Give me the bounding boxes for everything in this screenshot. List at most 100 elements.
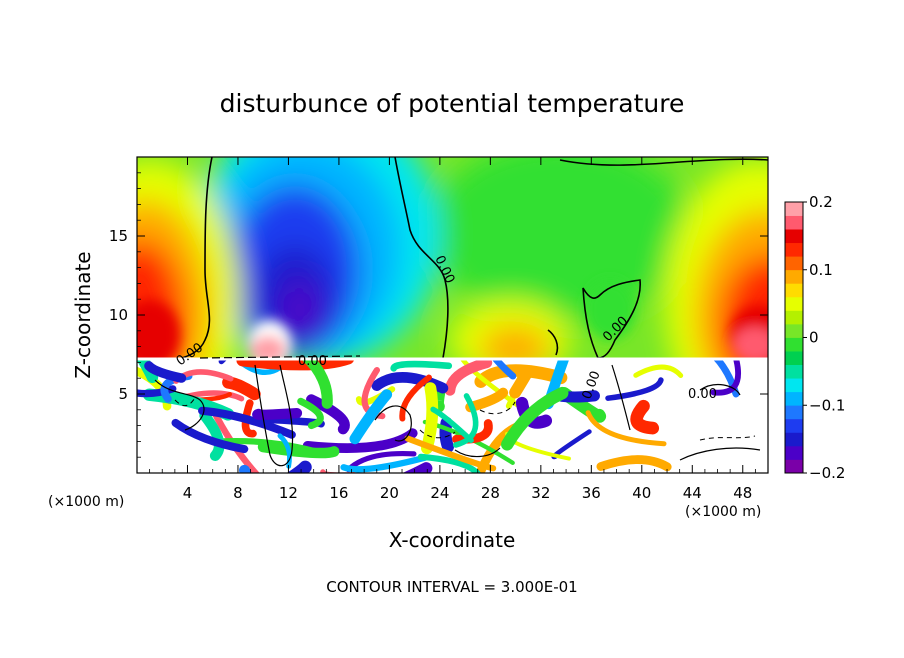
contour-interval-footer: CONTOUR INTERVAL = 3.000E-01 <box>326 578 577 596</box>
y-axis-label: Z-coordinate <box>71 251 95 378</box>
turbulence-band <box>444 359 493 396</box>
lower-contour-3 <box>374 405 412 442</box>
x-tick-label-0: 4 <box>183 484 193 502</box>
x-tick-label-4: 20 <box>380 484 399 502</box>
contour-label-3: 0.00 <box>298 354 327 369</box>
zero-contour-pocket <box>582 279 641 359</box>
colorbar-label-1: 0.1 <box>809 261 833 279</box>
upper-contours <box>181 157 768 359</box>
colorbar-segment-0 <box>785 459 803 474</box>
cold-bottom-pink <box>250 336 286 359</box>
lower-field <box>137 359 768 473</box>
turbulence-band <box>430 406 474 444</box>
colorbar-segment-8 <box>785 351 803 365</box>
turbulence-band <box>399 374 432 422</box>
turbulence-band <box>222 376 261 401</box>
x-tick-label-6: 28 <box>481 484 500 502</box>
boundary-dashed-contour <box>199 355 361 359</box>
turbulence-band <box>171 418 249 454</box>
x-tick-label-8: 36 <box>582 484 601 502</box>
turbulence-band <box>710 359 741 396</box>
zero-contour-top <box>559 158 768 166</box>
upper-green-region <box>430 157 690 320</box>
warm-mid-inner <box>480 326 550 359</box>
colorbar-segment-13 <box>785 283 803 298</box>
turbulence-band <box>340 454 429 473</box>
upper-field <box>137 157 768 359</box>
colorbar-segment-17 <box>785 229 803 244</box>
cold-anomaly-center <box>280 280 320 340</box>
colorbar-segment-6 <box>785 378 803 393</box>
lower-contour-2 <box>254 364 294 467</box>
x-axis: 4 8 12 16 20 24 28 32 36 40 44 48 <box>149 157 756 502</box>
turbulence-band <box>605 377 664 401</box>
y-tick-label-0: 5 <box>118 385 128 403</box>
turbulence-band <box>241 399 257 438</box>
colorbar-segment-15 <box>785 256 803 271</box>
plot-area: 0.00 0.00 0.00 0.00 0.00 0.00 4 8 12 16 20 24… <box>109 156 769 502</box>
turbulence-band <box>509 365 534 399</box>
x-tick-label-5: 24 <box>430 484 449 502</box>
turbulence-band <box>585 410 667 447</box>
turbulence-band <box>452 419 493 444</box>
colorbar-segment-3 <box>785 418 803 433</box>
turbulence-band <box>239 464 252 473</box>
colorbar-segment-4 <box>785 405 803 420</box>
colorbar-segment-18 <box>785 215 803 230</box>
turbulence-band <box>501 386 569 451</box>
colorbar-segment-12 <box>785 296 803 311</box>
turbulence-band <box>404 435 497 472</box>
dashed-contour-1 <box>174 397 196 407</box>
turbulence-band <box>137 359 159 384</box>
x-tick-label-2: 12 <box>279 484 298 502</box>
turbulence-band <box>596 455 672 472</box>
colorbar-segment-1 <box>785 445 803 460</box>
x-tick-label-11: 48 <box>733 484 752 502</box>
lower-contour-6 <box>699 383 741 396</box>
turbulence-band <box>349 389 393 445</box>
turbulence-band <box>144 361 187 383</box>
x-tick-label-1: 8 <box>233 484 243 502</box>
turbulence-band <box>306 394 350 435</box>
x-tick-label-9: 40 <box>632 484 651 502</box>
dashed-contour-3 <box>479 401 516 415</box>
y-tick-label-2: 15 <box>109 227 128 245</box>
colorbar-segment-9 <box>785 337 803 352</box>
dashed-contour-4 <box>699 435 756 441</box>
lower-contour-4 <box>454 447 501 458</box>
x-unit-left: (×1000 m) <box>48 494 124 510</box>
turbulence-band <box>439 416 454 453</box>
lower-contour-1 <box>154 379 205 431</box>
colorbar-segment-16 <box>785 242 803 257</box>
colorbar-segment-11 <box>785 310 803 325</box>
turbulence-band <box>452 393 479 448</box>
colorbar-label-4: −0.2 <box>809 464 845 482</box>
green-pocket <box>585 280 635 340</box>
turbulence-band <box>252 408 303 420</box>
colorbar-label-2: 0 <box>809 329 819 347</box>
colorbar-segment-2 <box>785 432 803 447</box>
x-unit-right: (×1000 m) <box>685 504 761 520</box>
turbulence-band <box>286 460 312 473</box>
x-tick-label-7: 32 <box>531 484 550 502</box>
x-tick-label-3: 16 <box>329 484 348 502</box>
colorbar-segment-19 <box>785 202 803 216</box>
lower-contour-5 <box>611 364 631 431</box>
turbulence-band <box>300 359 333 409</box>
turbulence-band <box>633 364 684 378</box>
colorbar-segment-14 <box>785 269 803 284</box>
zero-contour-small <box>547 329 559 356</box>
zero-contour-left <box>181 157 213 359</box>
turbulence-band <box>277 433 292 469</box>
turbulence-band <box>491 359 517 380</box>
turbulence-band <box>630 399 660 435</box>
colorbar-segment-10 <box>785 323 803 338</box>
turbulence-band <box>297 397 324 430</box>
lower-contour-7 <box>679 447 761 461</box>
colorbar-label-3: −0.1 <box>809 396 845 414</box>
turbulence-band <box>257 441 340 459</box>
colorbar: 0.2 0.1 0 −0.1 −0.2 <box>784 193 845 482</box>
warm-left-core <box>137 300 180 359</box>
x-axis-label: X-coordinate <box>389 528 516 552</box>
